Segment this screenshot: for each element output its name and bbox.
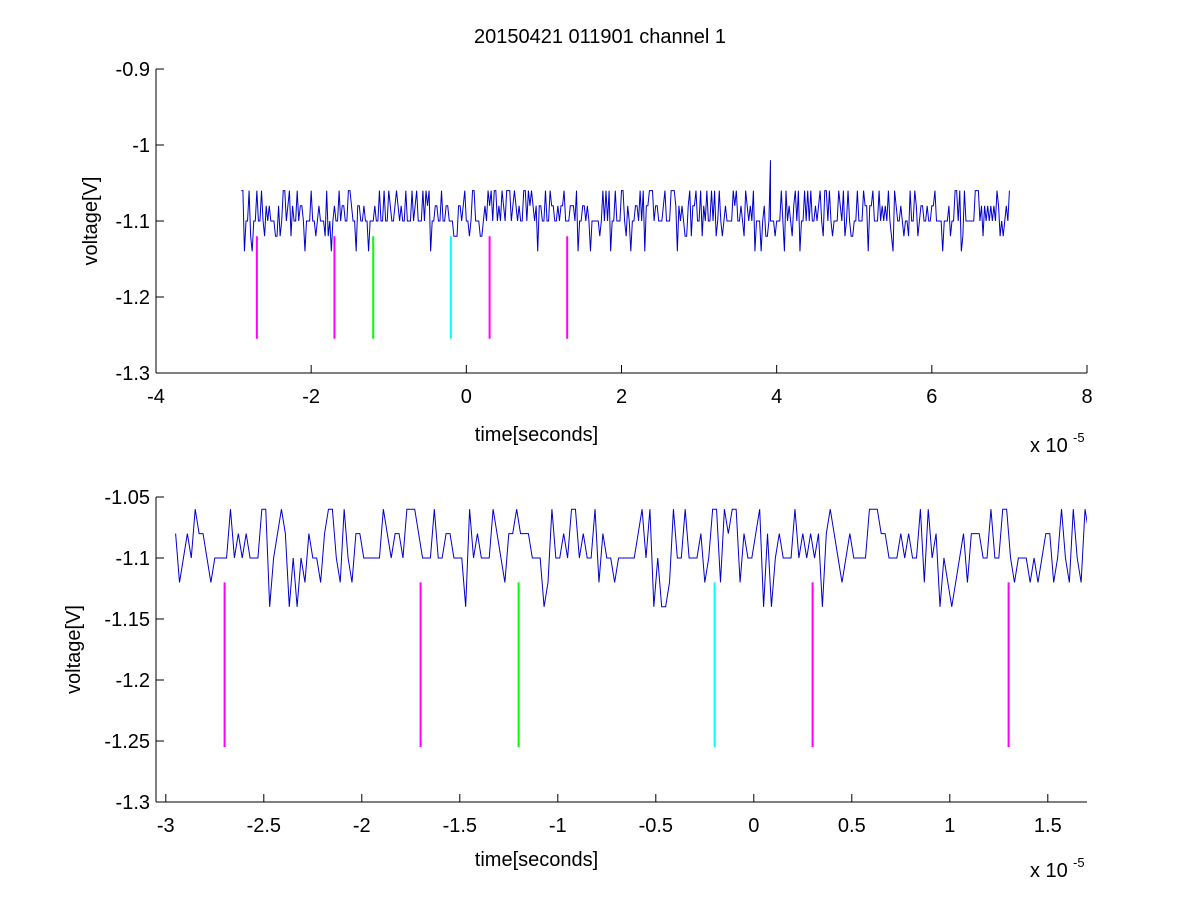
x-tick-label: 0 <box>461 386 472 408</box>
x-tick-label: 1.5 <box>1034 815 1062 837</box>
y-tick-label: -1.2 <box>116 670 150 692</box>
y-tick-label: -1.25 <box>104 731 150 753</box>
x-tick-label: 0.5 <box>838 815 866 837</box>
y-tick-label: -1.05 <box>104 487 150 509</box>
x-multiplier-label: x 10 <box>1030 435 1068 457</box>
top-subplot: -4 -2 0 2 4 6 8 -1.3 -1.2 -1.1 -1 -0.9 time[seconds]… <box>80 59 1093 457</box>
x-multiplier-label: x 10 <box>1030 860 1068 882</box>
x-tick-label: -1.5 <box>443 815 477 837</box>
y-axis-label: voltage[V] <box>63 605 85 694</box>
x-tick-label: 8 <box>1081 386 1092 408</box>
x-axis-label: time[seconds] <box>475 424 598 446</box>
x-tick-label: -3 <box>157 815 175 837</box>
y-tick-label: -1.2 <box>116 287 150 309</box>
signal-series-line <box>241 160 1010 252</box>
x-tick-label: -2 <box>353 815 371 837</box>
x-tick-label: -0.5 <box>639 815 673 837</box>
y-tick-label: -1.1 <box>116 211 150 233</box>
x-axis-label: time[seconds] <box>475 849 598 871</box>
bottom-subplot: -3 -2.5 -2 -1.5 -1 -0.5 0 0.5 1 1.5 -1.3 -1.25 -1.2 -… <box>63 487 1087 882</box>
x-tick-label: 1 <box>944 815 955 837</box>
y-tick-label: -1.3 <box>116 363 150 385</box>
x-multiplier-exponent: -5 <box>1073 430 1085 445</box>
y-tick-label: -1.3 <box>116 792 150 814</box>
x-tick-label: -2.5 <box>247 815 281 837</box>
x-tick-label: -1 <box>549 815 567 837</box>
y-tick-label: -1.1 <box>116 548 150 570</box>
x-tick-label: -2 <box>302 386 320 408</box>
x-tick-label: -4 <box>147 386 165 408</box>
figure-title: 20150421 011901 channel 1 <box>473 26 727 48</box>
x-multiplier-exponent: -5 <box>1073 855 1085 870</box>
y-axis-label: voltage[V] <box>80 177 102 266</box>
signal-series-line <box>175 508 1087 608</box>
y-tick-label: -0.9 <box>116 59 150 81</box>
y-tick-label: -1 <box>132 135 150 157</box>
x-tick-label: 2 <box>616 386 627 408</box>
x-tick-label: 6 <box>926 386 937 408</box>
x-tick-label: 4 <box>771 386 782 408</box>
y-tick-label: -1.15 <box>104 609 150 631</box>
x-tick-label: 0 <box>748 815 759 837</box>
